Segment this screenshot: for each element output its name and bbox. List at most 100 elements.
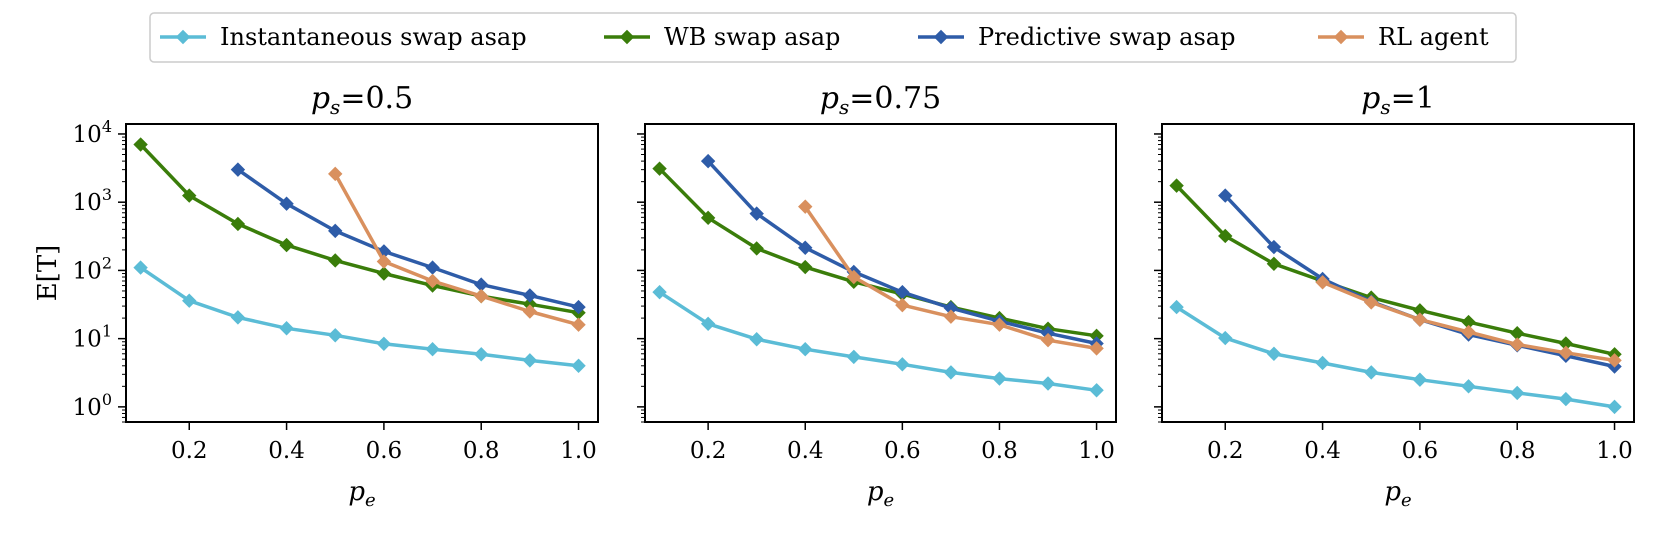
panel-title: ps=0.75 xyxy=(820,81,941,119)
y-tick-base: 10 xyxy=(73,190,102,216)
x-axis-label-p: p xyxy=(1384,477,1401,507)
data-point xyxy=(652,161,667,176)
data-point xyxy=(992,317,1007,332)
y-tick-label: 104 xyxy=(73,117,112,148)
data-point xyxy=(230,310,246,325)
series-line xyxy=(139,143,579,315)
series-line xyxy=(658,290,1097,393)
y-tick-label: 100 xyxy=(73,390,112,421)
y-tick-label: 103 xyxy=(73,185,112,216)
panel-3: ps=10.2 0.4 0.6 0.8 1.0pe xyxy=(1154,81,1635,511)
data-point xyxy=(1558,345,1574,361)
plot-frame xyxy=(644,123,1117,423)
data-point xyxy=(846,269,862,285)
series-group xyxy=(133,137,586,373)
data-point xyxy=(376,336,392,352)
data-point xyxy=(522,353,538,368)
data-point xyxy=(798,342,813,357)
x-axis-label-p: p xyxy=(348,477,365,507)
series-line xyxy=(333,173,579,327)
data-point xyxy=(798,199,813,214)
data-point xyxy=(749,332,764,347)
data-point xyxy=(1412,372,1428,387)
data-point xyxy=(749,206,764,221)
data-point xyxy=(328,223,343,239)
title-equals: = xyxy=(849,81,874,116)
series-group xyxy=(1169,178,1622,415)
y-tick-exponent: 4 xyxy=(102,117,112,136)
data-point xyxy=(279,237,294,253)
data-point xyxy=(1364,295,1379,310)
x-tick-label: 0.8 xyxy=(1499,438,1536,464)
data-point xyxy=(1040,376,1056,391)
panel-title: ps=1 xyxy=(1361,81,1435,119)
data-point xyxy=(474,347,489,362)
x-tick-label: 0.4 xyxy=(1304,438,1341,464)
y-tick-exponent: 2 xyxy=(102,253,112,272)
y-tick-base: 10 xyxy=(73,258,102,284)
data-point xyxy=(652,284,667,300)
legend-label: Predictive swap asap xyxy=(978,23,1235,51)
y-tick-exponent: 3 xyxy=(102,185,112,204)
x-axis-label: pe xyxy=(1384,477,1411,511)
legend-marker xyxy=(933,29,949,45)
x-axis-label: pe xyxy=(867,477,894,511)
legend-label: RL agent xyxy=(1378,23,1489,51)
data-point xyxy=(1315,275,1330,290)
x-tick-label: 0.6 xyxy=(1402,438,1439,464)
x-axis-label-subscript: e xyxy=(365,490,376,511)
y-tick-exponent: 0 xyxy=(102,390,112,409)
title-value: 1 xyxy=(1416,81,1435,116)
title-subscript: s xyxy=(1380,95,1390,119)
data-point xyxy=(571,358,586,373)
data-point xyxy=(1089,383,1104,398)
plot-frame xyxy=(1161,123,1635,423)
data-point xyxy=(376,254,392,269)
title-equals: = xyxy=(1391,81,1416,116)
data-point xyxy=(474,288,489,304)
y-tick-label: 102 xyxy=(73,253,112,284)
data-point xyxy=(1461,324,1476,340)
data-point xyxy=(846,349,862,365)
y-tick-base: 10 xyxy=(73,395,102,421)
title-value: 0.5 xyxy=(365,81,413,116)
legend-entry: Predictive swap asap xyxy=(918,23,1235,51)
data-point xyxy=(700,153,716,169)
data-point xyxy=(895,297,910,313)
x-tick-label: 1.0 xyxy=(1596,438,1633,464)
data-point xyxy=(522,288,538,303)
data-point xyxy=(1315,355,1330,371)
legend-label: Instantaneous swap asap xyxy=(220,23,527,51)
data-point xyxy=(571,317,586,332)
title-p: p xyxy=(1361,81,1380,116)
data-point xyxy=(1364,365,1379,380)
data-point xyxy=(1218,330,1233,346)
series-line xyxy=(1175,184,1615,357)
data-point xyxy=(1089,341,1104,356)
series-group xyxy=(652,153,1104,398)
x-axis-label-p: p xyxy=(867,477,884,507)
data-point xyxy=(425,260,440,275)
data-point xyxy=(182,293,197,308)
title-subscript: s xyxy=(330,95,340,119)
title-p: p xyxy=(311,81,330,116)
legend-entry: Instantaneous swap asap xyxy=(160,23,527,51)
data-point xyxy=(133,260,148,275)
legend-marker xyxy=(1333,29,1349,45)
data-point xyxy=(376,266,392,281)
x-tick-label: 0.4 xyxy=(268,438,305,464)
data-point xyxy=(230,216,246,232)
data-point xyxy=(1558,391,1574,407)
data-point xyxy=(1607,399,1622,415)
x-tick-label: 1.0 xyxy=(560,438,597,464)
data-point xyxy=(425,273,440,289)
data-point xyxy=(1607,353,1622,368)
panel-2: ps=0.750.2 0.4 0.6 0.8 1.0pe xyxy=(637,81,1117,511)
data-point xyxy=(182,188,197,203)
data-point xyxy=(230,162,246,177)
data-point xyxy=(1169,178,1184,193)
data-point xyxy=(522,304,538,319)
y-tick-base: 10 xyxy=(73,122,102,148)
x-axis-label-subscript: e xyxy=(884,490,895,511)
data-point xyxy=(1510,337,1525,352)
